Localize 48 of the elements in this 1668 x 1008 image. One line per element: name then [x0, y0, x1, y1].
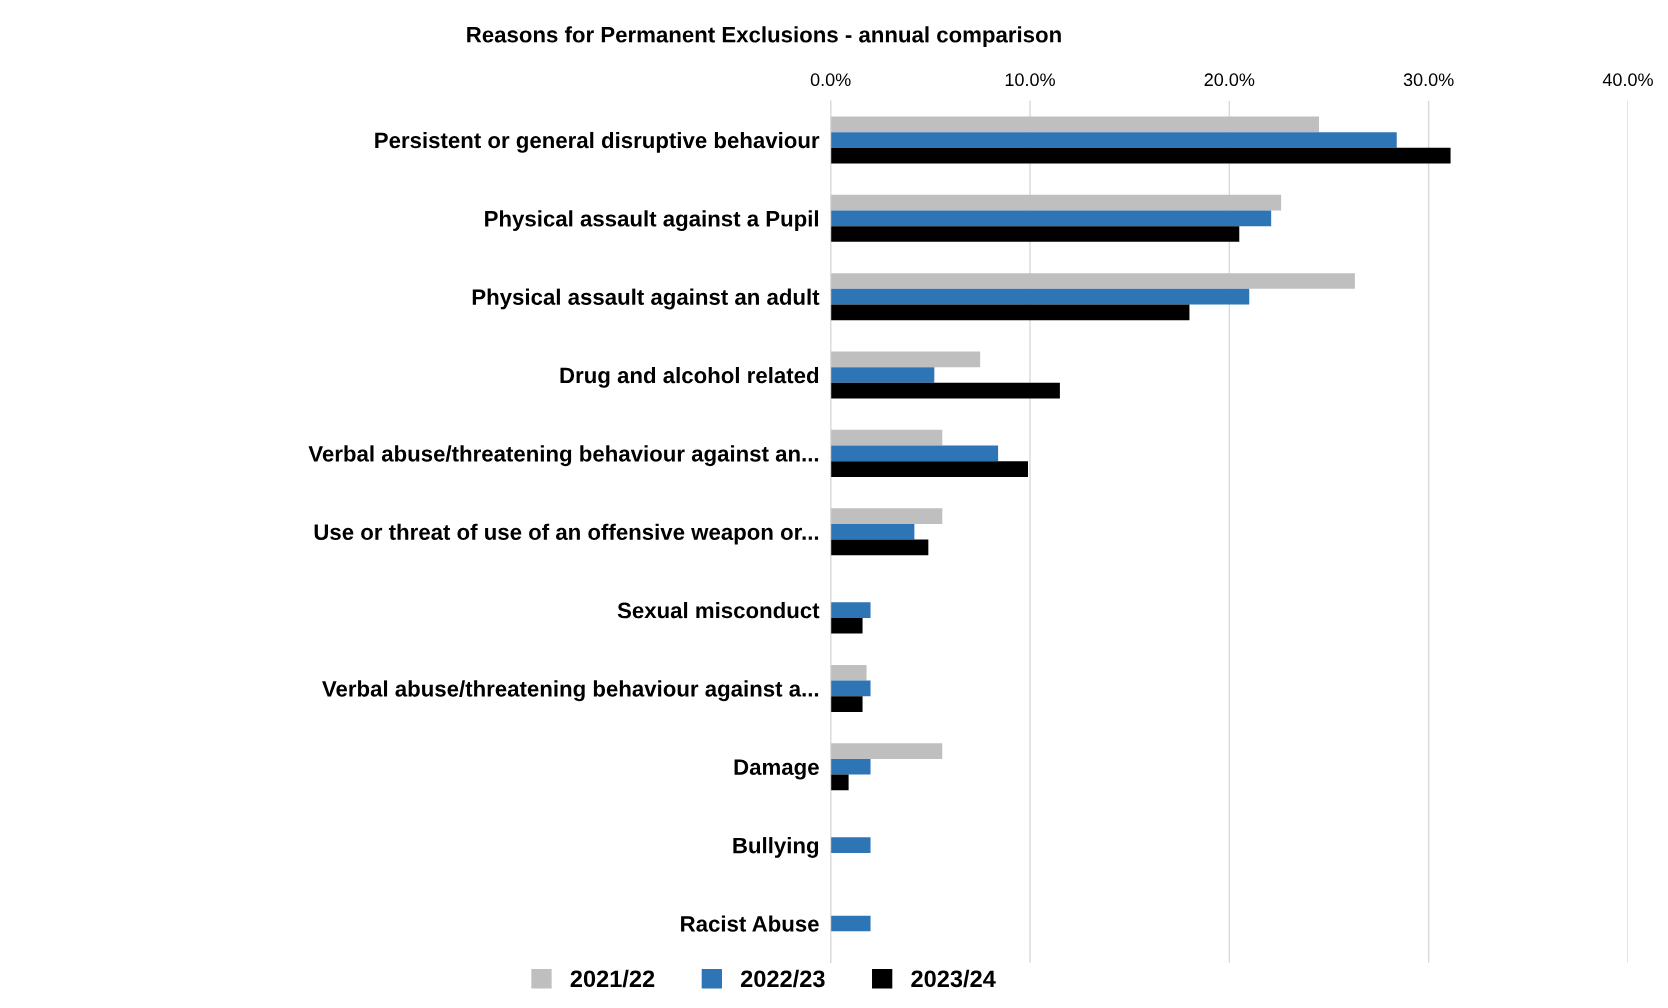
- legend-label: 2021/22: [570, 969, 655, 988]
- bar: [830, 539, 929, 556]
- bar: [830, 351, 981, 368]
- bar: [830, 617, 863, 634]
- bar: [830, 602, 871, 618]
- y-tick-label: Physical assault against an adult: [472, 288, 820, 310]
- bar: [830, 523, 915, 540]
- bar: [830, 680, 871, 697]
- bar: [830, 508, 943, 524]
- bar: [830, 837, 871, 853]
- bar: [830, 445, 999, 462]
- x-tick-label: 20.0%: [1204, 73, 1255, 87]
- bar: [830, 743, 943, 759]
- bar: [830, 382, 1060, 399]
- y-tick-label: Physical assault against a Pupil: [485, 210, 819, 232]
- y-tick-label: Damage: [734, 759, 819, 780]
- y-tick-label: Use or threat of use of an offensive weapon or...: [314, 523, 819, 545]
- bar: [830, 226, 1240, 242]
- y-tick-label: Bullying: [733, 837, 819, 858]
- x-tick-label: 0.0%: [810, 73, 851, 87]
- x-tick-label: 40.0%: [1602, 73, 1653, 87]
- y-tick-label: Persistent or general disruptive behaviour: [375, 131, 820, 153]
- legend-label: 2023/24: [911, 969, 996, 988]
- x-tick-label: 10.0%: [1005, 73, 1055, 87]
- bar: [830, 774, 849, 791]
- bar: [830, 664, 867, 681]
- bar: [830, 288, 1250, 305]
- chart-title: Reasons for Permanent Exclusions - annual comparison: [467, 26, 1061, 47]
- y-tick-label: Sexual misconduct: [617, 602, 820, 619]
- bar: [830, 696, 863, 712]
- x-tick-label: 30.0%: [1403, 73, 1454, 87]
- bar: [830, 210, 1272, 227]
- y-tick-label: Verbal abuse/threatening behaviour against a...: [322, 680, 819, 702]
- bar: [830, 461, 1028, 477]
- bar: [830, 367, 935, 383]
- y-tick-label: Verbal abuse/threatening behaviour against an...: [308, 445, 819, 467]
- y-tick-label: Drug and alcohol related: [560, 366, 819, 388]
- y-tick-label: Racist Abuse: [681, 915, 819, 932]
- bar: [830, 132, 1397, 148]
- bar: [830, 273, 1355, 289]
- bar: [830, 194, 1282, 211]
- bar: [830, 304, 1190, 321]
- legend-label: 2022/23: [740, 969, 825, 988]
- bar: [830, 147, 1451, 164]
- bar: [830, 116, 1320, 133]
- bar: [830, 915, 871, 932]
- bar: [830, 758, 871, 775]
- bar: [830, 429, 943, 446]
